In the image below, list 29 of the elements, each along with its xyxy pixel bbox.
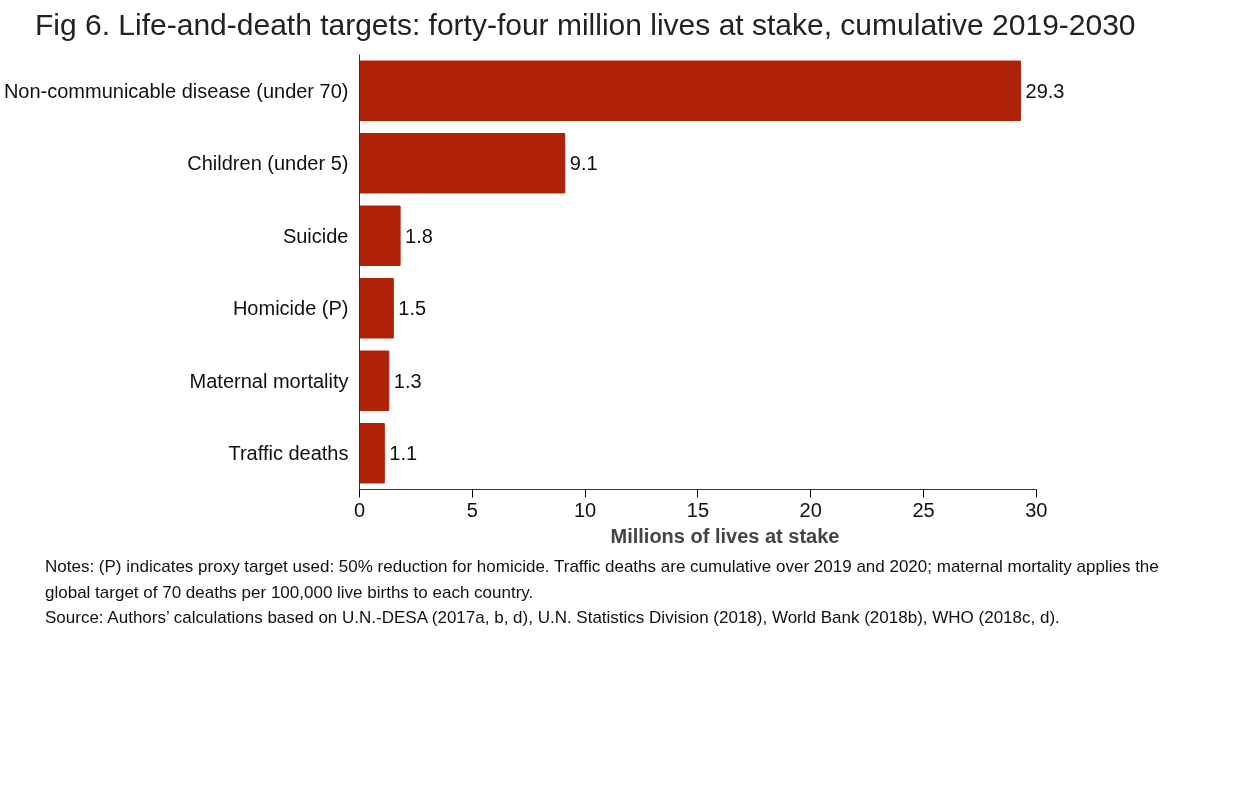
- x-tick-label: 25: [912, 498, 935, 521]
- y-tick-label: Non-communicable disease (under 70): [3, 79, 349, 102]
- text: Notes: (P) indicates proxy target used: 50% reduction for homicide. Traffic deaths are cumulative over 2019 and 2020; maternal mortality applies the global target of 70 deaths per 100,000 live births to each country.: [45, 556, 1160, 604]
- x-tick-label: 15: [686, 498, 710, 521]
- data-label: 1.3: [393, 369, 422, 392]
- bar: [359, 350, 390, 411]
- chart-title: Fig 6. Life-and-death targets: forty-four million lives at stake, cumulative 2019-2030: [34, 7, 1137, 43]
- x-tick-label: 20: [799, 498, 822, 521]
- bar: [359, 60, 1022, 121]
- bar: [359, 423, 385, 484]
- x-tick-label: 0: [353, 498, 366, 521]
- data-label: 29.3: [1025, 79, 1065, 102]
- y-tick-label: Maternal mortality: [189, 369, 349, 392]
- bar: [359, 133, 566, 194]
- bar: [359, 205, 401, 266]
- y-tick-label: Children (under 5): [187, 152, 349, 175]
- data-label: 1.8: [405, 224, 433, 247]
- source-note: Source: Authors’ calculations based on U.N.-DESA (2017a, b, d), U.N. Statistics Division (2018), World Bank (2018b), WHO (2018c, d).: [45, 607, 1061, 629]
- x-axis-title: Millions of lives at stake: [610, 524, 840, 547]
- y-tick-label: Suicide: [282, 224, 349, 247]
- y-tick-label: Homicide (P): [232, 297, 349, 320]
- x-tick-label: 30: [1025, 498, 1048, 521]
- y-tick-label: Traffic deaths: [228, 442, 349, 465]
- bar: [359, 278, 394, 339]
- x-tick-label: 10: [573, 498, 597, 521]
- data-label: 9.1: [569, 152, 598, 175]
- x-tick-label: 5: [466, 498, 478, 521]
- data-label: 1.5: [398, 297, 427, 320]
- data-label: 1.1: [389, 442, 418, 465]
